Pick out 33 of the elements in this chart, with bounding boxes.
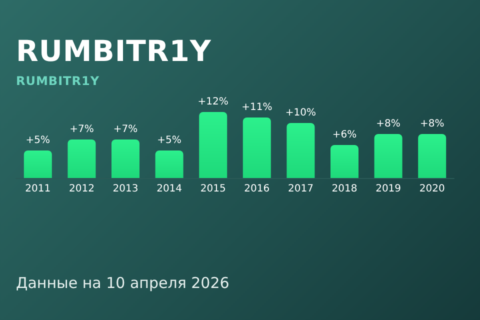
- x-tick-label: 2018: [332, 184, 358, 194]
- data-label: +5%: [157, 135, 182, 146]
- bar: [68, 140, 96, 178]
- data-label: +10%: [285, 108, 316, 118]
- text: Данные на 10 апреля 2026: [16, 274, 230, 292]
- bar: [418, 134, 446, 178]
- x-tick-label: 2013: [112, 184, 138, 194]
- bar: [199, 112, 228, 178]
- bar: [112, 140, 140, 178]
- data-label: +6%: [332, 130, 357, 140]
- chart-title: RUMBITR1Y: [16, 34, 212, 68]
- x-tick-label: 2020: [419, 184, 445, 194]
- bar: [242, 118, 271, 178]
- data-label: +5%: [26, 135, 50, 146]
- bar: [155, 150, 184, 178]
- bar: [374, 134, 402, 178]
- data-label: +8%: [376, 118, 400, 130]
- x-tick-label: 2012: [68, 184, 94, 194]
- x-tick-label: 2015: [200, 184, 226, 194]
- data-label: +11%: [242, 102, 272, 113]
- x-tick-label: 2011: [25, 184, 51, 194]
- bar: [24, 150, 52, 178]
- bar: [330, 145, 358, 178]
- chart-subtitle: RUMBITR1Y: [16, 74, 100, 88]
- data-label: +7%: [113, 124, 138, 135]
- bar: [286, 123, 315, 178]
- x-tick-label: 2017: [288, 184, 314, 194]
- x-tick-label: 2019: [376, 184, 402, 194]
- x-tick-label: 2016: [244, 184, 270, 194]
- data-label: +7%: [70, 124, 94, 135]
- data-label: +12%: [198, 96, 228, 108]
- data-label: +8%: [420, 118, 444, 130]
- x-tick-label: 2014: [156, 184, 182, 194]
